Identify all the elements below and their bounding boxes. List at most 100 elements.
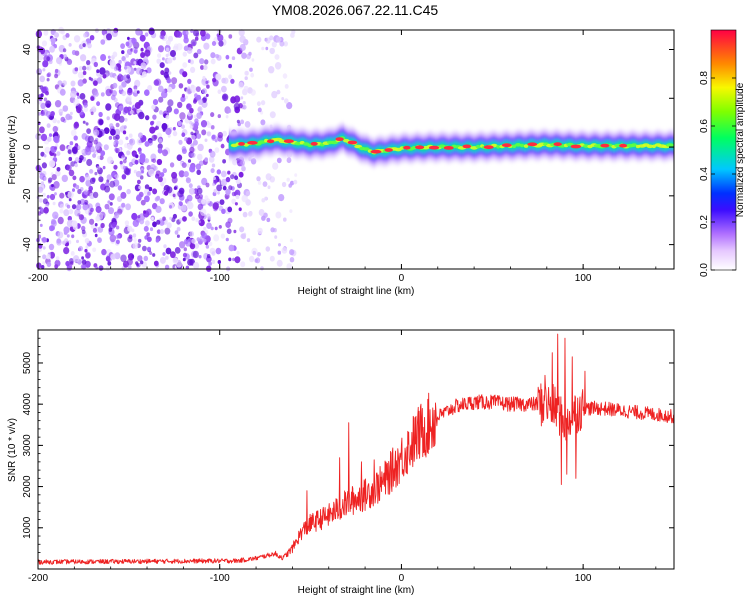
noise-dot [268, 66, 275, 74]
noise-dot [252, 250, 256, 255]
noise-dot [182, 71, 188, 78]
noise-dot [109, 180, 116, 188]
noise-dot [188, 211, 193, 217]
noise-dot [100, 150, 106, 157]
noise-dot [159, 33, 164, 40]
noise-dot [92, 227, 97, 233]
noise-dot [238, 171, 244, 178]
colorbar-label: Normalized spectral amplitude [735, 82, 746, 217]
noise-dot [73, 135, 78, 141]
noise-dot [45, 100, 52, 108]
noise-dot [157, 143, 163, 150]
noise-dot [242, 105, 247, 110]
noise-dot [155, 238, 160, 243]
noise-dot [71, 49, 77, 56]
noise-dot [48, 59, 53, 65]
noise-dot [112, 82, 118, 89]
ridge-peak [600, 143, 610, 148]
noise-dot [90, 96, 95, 101]
noise-dot [191, 238, 196, 244]
noise-dot [241, 233, 247, 240]
noise-dot [126, 150, 131, 156]
snr-panel: -200 -100 0 100 1000 2000 3000 4000 5000 Height… [7, 329, 675, 596]
noise-dot [43, 97, 48, 102]
noise-dot [222, 130, 228, 137]
noise-dot [167, 99, 174, 107]
noise-dot [100, 54, 107, 61]
noise-dot [182, 62, 188, 68]
colorbar-tick-label: 0.0 [699, 263, 710, 277]
noise-dot [195, 218, 199, 223]
noise-dot [108, 227, 113, 232]
noise-dot [54, 215, 58, 219]
noise-dot [143, 225, 149, 232]
noise-dot [205, 182, 210, 188]
ridge-peak [501, 143, 512, 148]
noise-dot [242, 88, 248, 96]
noise-dot [54, 146, 58, 150]
noise-dot [196, 112, 202, 119]
noise-dot [201, 88, 207, 95]
noise-dot [158, 138, 163, 143]
noise-dot [146, 232, 150, 237]
noise-dot [152, 221, 157, 228]
noise-dot [208, 156, 215, 163]
noise-dot [234, 256, 241, 264]
noise-dot [218, 225, 222, 229]
noise-dot [69, 111, 73, 116]
noise-dot [148, 27, 155, 35]
noise-dot [67, 191, 74, 199]
noise-dot [149, 227, 154, 232]
noise-dot [140, 199, 146, 206]
noise-dot [137, 238, 142, 243]
noise-dot [186, 103, 192, 110]
noise-dot [94, 28, 99, 33]
noise-dot [70, 90, 77, 99]
noise-dot [86, 60, 91, 66]
noise-dot [203, 64, 208, 71]
noise-dot [100, 92, 105, 97]
noise-dot [113, 113, 121, 121]
noise-dot [97, 155, 101, 160]
noise-dot [63, 54, 68, 59]
noise-dot [176, 154, 183, 161]
noise-dot [187, 201, 192, 207]
noise-dot [174, 230, 179, 235]
noise-dot [82, 43, 86, 48]
noise-dot [249, 255, 255, 263]
noise-dot [115, 147, 120, 154]
noise-dot [274, 54, 280, 60]
noise-dot [184, 137, 189, 142]
noise-dot [211, 163, 216, 168]
spectrogram-y-label: Frequency (Hz) [7, 116, 18, 185]
noise-dot [54, 259, 61, 267]
noise-dot [128, 161, 133, 167]
noise-dot [106, 156, 114, 164]
noise-dot [138, 185, 142, 190]
noise-dot [114, 212, 120, 219]
noise-dot [115, 122, 120, 128]
noise-dot [157, 148, 163, 154]
noise-dot [71, 204, 77, 210]
noise-dot [134, 102, 141, 109]
snr-x-ticks: -200 -100 0 100 [28, 330, 657, 584]
noise-dot [152, 253, 156, 257]
noise-dot [122, 260, 129, 268]
noise-dot [118, 85, 123, 91]
noise-dot [85, 179, 92, 187]
noise-dot [74, 67, 79, 72]
noise-dot [70, 129, 77, 137]
noise-dot [203, 226, 207, 231]
noise-dot [122, 130, 127, 135]
ridge-core-blob [496, 145, 501, 149]
noise-dot [187, 78, 192, 84]
noise-dot [164, 227, 171, 235]
noise-dot [161, 123, 168, 131]
noise-dot [220, 233, 226, 239]
noise-dot [125, 136, 129, 141]
noise-dot [266, 217, 271, 223]
noise-dot [46, 261, 52, 268]
noise-dot [281, 97, 285, 101]
noise-dot [141, 71, 147, 78]
noise-dot [199, 58, 205, 65]
